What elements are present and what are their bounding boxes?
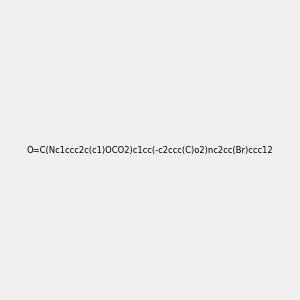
Text: O=C(Nc1ccc2c(c1)OCO2)c1cc(-c2ccc(C)o2)nc2cc(Br)ccc12: O=C(Nc1ccc2c(c1)OCO2)c1cc(-c2ccc(C)o2)nc…	[27, 146, 273, 154]
